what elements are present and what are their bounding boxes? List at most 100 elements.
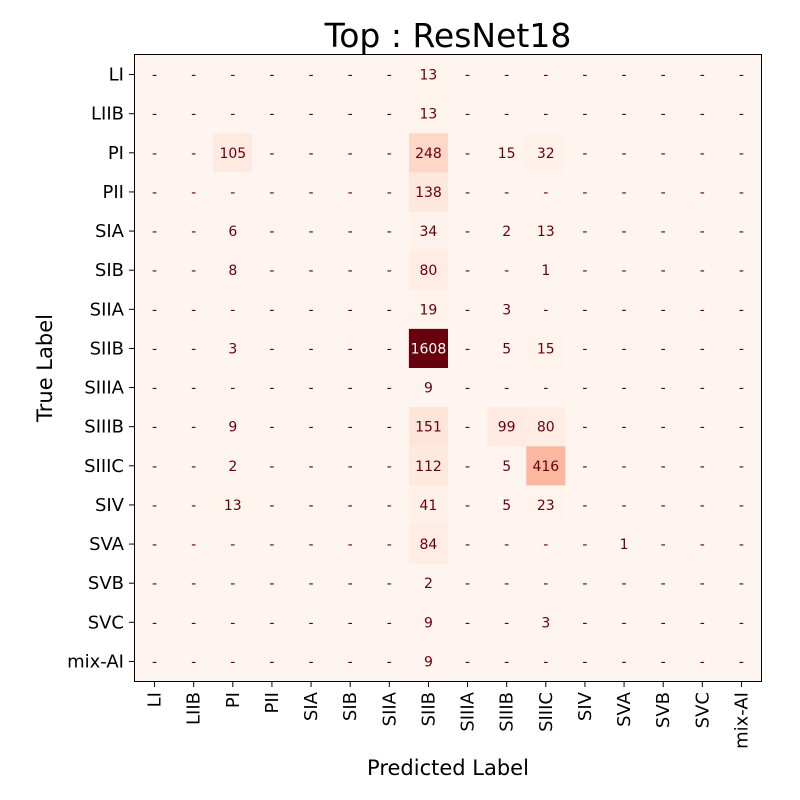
cell-value-label: 5 [502,341,511,357]
cell-value-label: - [661,224,666,240]
heatmap-cell-mix-ai-siia [369,641,410,682]
cell-value-label: - [387,459,392,475]
heatmap-cell-sib-liib [174,250,214,291]
heatmap-cell-siib-sib [330,328,371,369]
heatmap-cell-pii-liib [174,172,214,213]
cell-value-label: - [661,107,666,123]
heatmap-cell-siv-siiib [487,485,527,526]
y-tick-label-pi: PI [108,143,124,164]
cell-value-label: 138 [415,185,442,201]
cell-value-label: - [191,420,196,436]
cell-value-label: - [582,459,587,475]
heatmap-cell-svb-li [135,563,175,604]
heatmap-cell-liib-siiib [487,94,527,134]
cell-value-label: - [152,302,157,318]
heatmap-cell-siv-siiia [448,485,488,526]
heatmap-cell-pi-pii [252,133,293,173]
heatmap-cell-li-siv [565,55,606,95]
heatmap-cell-svc-siib [408,602,449,643]
cell-value-label: - [465,224,470,240]
cell-value-label: - [387,576,392,592]
cell-value-label: - [269,537,274,553]
cell-value-label: - [191,263,196,279]
y-tick-label-mix-ai: mix-AI [67,651,124,672]
heatmap-cell-svc-sva [604,602,645,643]
y-tick-label-siiic: SIIIC [84,456,124,477]
cell-value-label: - [622,615,627,631]
cell-value-label: - [230,381,235,397]
heatmap-cell-siia-svc [682,289,723,330]
heatmap-cell-siiic-siiia [448,446,488,486]
heatmap-cell-sva-li [135,524,175,565]
cell-value-label: - [739,107,744,123]
cell-value-label: - [700,615,705,631]
heatmap-cell-siiia-sib [330,368,371,408]
cell-value-label: - [622,654,627,670]
heatmap-cell-pii-svc [682,172,723,213]
cell-value-label: - [622,459,627,475]
x-tick-label-siiia: SIIIA [458,691,479,731]
heatmap-cell-siia-sia [291,289,332,330]
cell-value-label: - [309,498,314,514]
cell-value-label: 23 [537,498,555,514]
heatmap-cell-siiia-pi [213,368,253,408]
cell-value-label: - [191,498,196,514]
cell-value-label: - [622,68,627,84]
cell-value-label: - [152,420,157,436]
cell-value-label: - [582,654,587,670]
cell-value-label: - [661,576,666,592]
cell-value-label: - [504,107,509,123]
cell-value-label: - [191,341,196,357]
cell-value-label: - [465,537,470,553]
cell-value-label: - [152,615,157,631]
cell-value-label: 99 [498,420,516,436]
heatmap-cell-mix-ai-svc [682,641,723,682]
cell-value-label: - [387,68,392,84]
cell-value-label: - [309,615,314,631]
cell-value-label: 9 [228,420,237,436]
heatmap-cell-siiia-siiic [526,368,566,408]
x-tick-label-mix-ai: mix-AI [731,692,752,749]
heatmap-cell-siv-sva [604,485,645,526]
cell-value-label: - [269,107,274,123]
x-tick-label-li: LI [145,692,166,707]
cell-value-label: 13 [420,107,438,123]
cell-value-label: - [465,615,470,631]
heatmap-cell-siia-siiic [526,289,566,330]
cell-value-label: - [543,576,548,592]
heatmap-cell-svc-mix-ai [721,602,762,643]
cell-value-label: - [504,381,509,397]
x-tick-label-liib: LIIB [184,692,205,725]
heatmap-cell-liib-siv [565,94,606,134]
heatmap-cell-svc-svc [682,602,723,643]
heatmap-cell-pii-siiia [448,172,488,213]
cell-value-label: - [582,146,587,162]
cell-value-label: - [387,537,392,553]
cell-value-label: - [582,302,587,318]
cell-value-label: 34 [420,224,438,240]
heatmap-cell-liib-liib [174,94,214,134]
heatmap-cell-siia-siv [565,289,606,330]
cell-value-label: - [348,420,353,436]
cell-value-label: - [739,302,744,318]
y-tick-label-sib: SIB [95,260,124,281]
y-tick-label-siia: SIIA [90,299,125,320]
heatmap-cell-siiic-liib [174,446,214,486]
heatmap-cell-pii-siia [369,172,410,213]
cell-value-label: - [348,302,353,318]
cell-value-label: - [700,576,705,592]
cell-value-label: - [661,459,666,475]
heatmap-cell-li-sib [330,55,371,95]
heatmap-cell-siiib-siia [369,407,410,447]
heatmap-cell-sva-siv [565,524,606,565]
cell-value-label: 3 [541,615,550,631]
heatmap-cell-siiia-svb [643,368,684,408]
heatmap-cell-li-liib [174,55,214,95]
heatmap-cell-sia-sva [604,211,645,252]
heatmap-cell-li-siib [408,55,449,95]
heatmap-cell-siv-li [135,485,175,526]
cell-value-label: - [348,498,353,514]
cell-value-label: - [739,654,744,670]
heatmap-cell-sib-siiic [526,250,566,291]
heatmap-cell-siia-siiia [448,289,488,330]
